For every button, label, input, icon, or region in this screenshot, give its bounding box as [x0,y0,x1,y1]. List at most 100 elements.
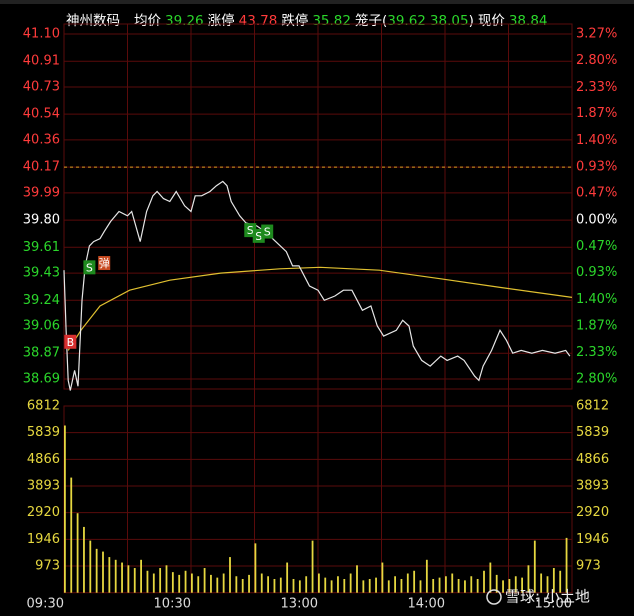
volume-bar [159,568,162,593]
volume-bar [375,577,377,593]
volume-bar [330,580,333,593]
volume-bar [502,580,504,593]
volume-bar [546,576,549,593]
volume-bar [70,477,73,593]
volume-tick-label: 2920 [27,505,60,520]
y2-tick-label: 2.80% [576,372,617,387]
stock-name: 神州数码 [66,13,120,29]
volume-bar [178,574,181,593]
volume-bar [260,573,263,593]
y-tick-label: 38.69 [23,372,60,387]
y2-tick-label: 1.40% [576,292,617,307]
y2-tick-label: 1.87% [576,106,617,121]
volume-bar [298,580,301,593]
y-tick-label: 39.24 [23,293,60,308]
volume-bar [483,570,485,593]
volume-tick-label-right: 4866 [576,452,609,467]
volume-bar [438,577,441,593]
y2-tick-label: 2.80% [576,53,617,68]
volume-tick-label-right: 6812 [576,399,609,414]
volume-bar [248,574,250,593]
x-tick-label: 15:00 [535,597,572,612]
y2-tick-label: 2.33% [576,345,617,360]
volume-tick-label: 4866 [27,452,60,467]
volume-bar [368,578,371,593]
y-tick-label: 39.06 [23,319,60,334]
volume-bar [552,568,555,593]
volume-bar [210,574,212,593]
volume-bar [489,562,492,593]
field-value: 43.78 [238,13,278,29]
y-tick-label: 41.10 [23,27,60,42]
volume-bar [171,572,174,593]
signal-box [64,334,77,349]
volume-bar [457,578,460,593]
price-line [67,266,573,351]
signal-box [98,256,111,271]
volume-bar [254,543,257,593]
volume-tick-label: 1946 [27,532,60,547]
y2-tick-label: 0.93% [576,265,617,280]
volume-tick-label: 973 [35,559,60,574]
volume-bar [235,576,238,593]
volume-bar [191,573,193,593]
volume-tick-label-right: 973 [576,559,601,574]
y2-tick-label: 1.40% [576,133,617,148]
volume-bar [140,559,142,593]
volume-bar [216,577,219,593]
volume-bar [514,576,517,593]
y-tick-label: 40.54 [23,107,60,122]
price-line [63,180,571,391]
volume-bar [413,570,416,593]
volume-bar [76,513,79,593]
volume-bar [203,568,206,593]
volume-bar [83,526,85,593]
signal-box [83,260,96,275]
y-tick-label: 40.91 [23,54,60,69]
volume-bar [222,573,225,593]
cage-label: ) [468,13,474,29]
volume-bar [356,565,358,593]
volume-bar [133,568,136,593]
volume-bar [470,576,473,593]
volume-tick-label: 3893 [27,479,60,494]
volume-tick-label: 5839 [27,425,60,440]
x-tick-label: 13:00 [281,597,318,612]
volume-bar [127,565,130,593]
signal-label: 弹 [99,256,110,270]
cage-value: 38.05 [429,13,469,29]
cage-label: 笼子( [354,13,388,29]
volume-bar [286,562,289,593]
y2-tick-label: 3.27% [576,27,617,42]
volume-bar [305,576,308,593]
volume-bar [464,580,466,593]
signal-label: B [67,336,75,349]
y2-tick-label: 0.47% [576,186,617,201]
volume-bar [229,557,231,593]
signal-label: S [255,230,262,243]
watermark: 雪球: 小土地 [505,588,590,606]
volume-bar [165,565,168,593]
price-value: 38.84 [508,13,548,29]
y-tick-label: 39.43 [23,266,60,281]
volume-bar [381,562,384,593]
x-tick-label: 09:30 [27,597,64,612]
volume-bar [64,425,66,593]
volume-bar [527,565,530,593]
volume-bar [197,576,200,593]
y-tick-label: 39.80 [23,213,60,228]
volume-bar [565,537,568,593]
cage-value: 39.62 [387,13,426,29]
volume-bar [349,573,352,593]
volume-bar [102,551,104,593]
volume-bar [152,573,155,593]
y-tick-label: 40.36 [23,132,60,147]
volume-bar [533,540,536,593]
volume-bar [108,557,111,593]
y2-tick-label: 2.33% [576,80,617,95]
field-value: 35.82 [312,13,351,29]
field-label: 均价 [134,13,161,29]
volume-bar [292,578,295,593]
field-label: 涨停 [207,13,235,29]
